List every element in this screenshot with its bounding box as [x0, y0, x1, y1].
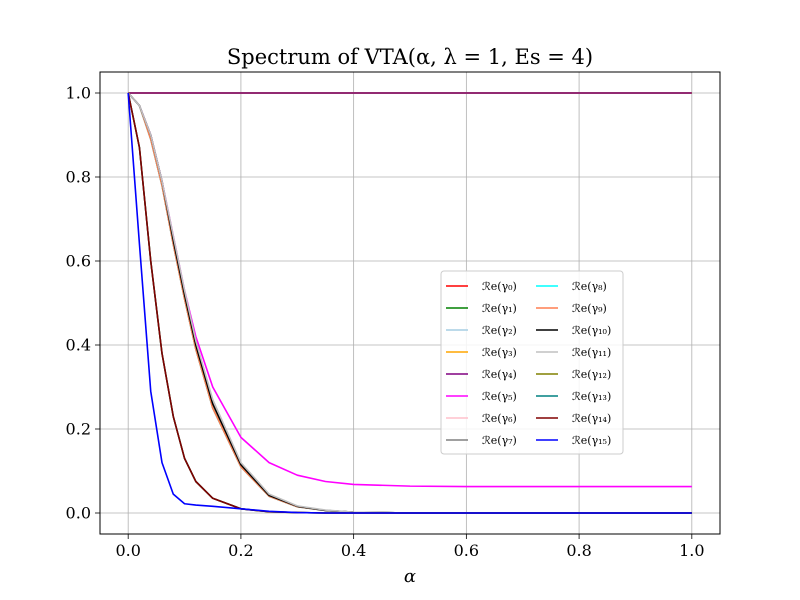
legend-label: ℛe(γ₈) [572, 280, 607, 293]
y-tick-label: 0.8 [66, 168, 91, 187]
series-line-15 [127, 92, 692, 514]
y-tick-label: 0.6 [66, 252, 91, 271]
legend-label: ℛe(γ₁₅) [572, 434, 611, 447]
x-tick-label: 0.6 [454, 541, 479, 560]
x-tick-label: 0.0 [115, 541, 140, 560]
y-tick-label: 0.4 [66, 336, 91, 355]
legend-label: ℛe(γ₁) [482, 302, 517, 315]
legend-label: ℛe(γ₅) [482, 390, 517, 403]
legend-label: ℛe(γ₂) [482, 324, 517, 337]
x-tick-label: 1.0 [679, 541, 704, 560]
legend-label: ℛe(γ₀) [482, 280, 517, 293]
legend-label: ℛe(γ₁₁) [572, 346, 611, 359]
legend: ℛe(γ₀) ℛe(γ₁) ℛe(γ₂) ℛe(γ₃) ℛe(γ₄) ℛe(γ₅) ℛe(γ… [440, 270, 624, 455]
legend-label: ℛe(γ₇) [482, 434, 517, 447]
legend-label: ℛe(γ₁₄) [572, 412, 611, 425]
legend-label: ℛe(γ₆) [482, 412, 517, 425]
grid [100, 72, 720, 534]
x-tick-label: 0.2 [228, 541, 253, 560]
legend-label: ℛe(γ₄) [482, 368, 517, 381]
legend-label: ℛe(γ₉) [572, 302, 607, 315]
x-tick-label: 0.4 [341, 541, 366, 560]
legend-label: ℛe(γ₃) [482, 346, 517, 359]
legend-label: ℛe(γ₁₂) [572, 368, 611, 381]
legend-label: ℛe(γ₁₃) [572, 390, 611, 403]
y-tick-label: 1.0 [66, 84, 91, 103]
x-axis-label: α [404, 566, 416, 587]
chart-title: Spectrum of VTA(α, λ = 1, Es = 4) [227, 45, 593, 69]
ticks: 0.0 0.2 0.4 0.6 0.8 1.0 0.0 0.2 0.4 0.6 0.8 1.0 [66, 84, 705, 561]
legend-box [440, 270, 624, 455]
plot-frame [99, 71, 721, 535]
y-tick-label: 0.2 [66, 420, 91, 439]
y-tick-label: 0.0 [66, 504, 91, 523]
legend-label: ℛe(γ₁₀) [572, 324, 611, 337]
x-tick-label: 0.8 [566, 541, 591, 560]
series-layer [127, 92, 692, 514]
